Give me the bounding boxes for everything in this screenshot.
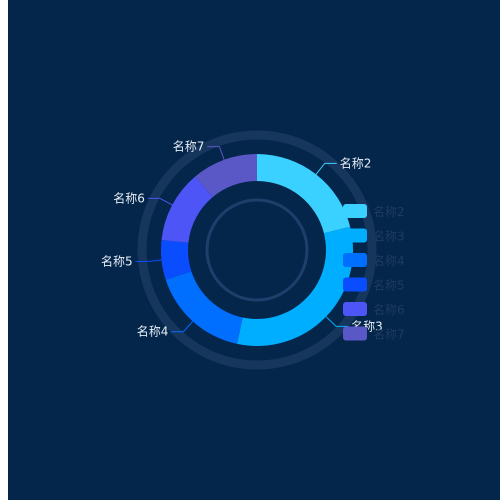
slice-label-4: 名称5: [101, 253, 133, 268]
donut-slice-2[interactable]: [237, 226, 353, 346]
legend-swatch-4[interactable]: [343, 277, 367, 292]
slice-label-6: 名称7: [173, 139, 205, 154]
label-leader-6: [207, 146, 225, 160]
label-leader-1: [315, 162, 337, 175]
donut-slice-3[interactable]: [165, 271, 243, 344]
label-leader-4: [135, 259, 162, 262]
label-leader-5: [147, 197, 173, 206]
legend-swatch-3[interactable]: [343, 253, 367, 267]
label-leader-3: [171, 321, 194, 333]
legend-label-2[interactable]: 名称3: [373, 229, 405, 244]
outer-ring: [137, 130, 377, 370]
legend-swatch-1[interactable]: [343, 204, 367, 218]
slice-label-3: 名称4: [137, 324, 169, 339]
donut-slice-1[interactable]: [257, 154, 351, 234]
chart-panel: [8, 0, 500, 500]
donut-slice-4[interactable]: [161, 239, 192, 280]
slice-label-1: 名称2: [340, 155, 372, 170]
donut-slices: [161, 154, 353, 346]
slice-label-5: 名称6: [113, 190, 145, 205]
legend: 名称2 名称3 名称4 名称5 名称6 名称7: [343, 204, 405, 342]
legend-label-1[interactable]: 名称2: [373, 204, 405, 219]
legend-label-6[interactable]: 名称7: [373, 327, 405, 342]
legend-label-3[interactable]: 名称4: [373, 253, 405, 268]
legend-swatch-6[interactable]: [343, 326, 367, 341]
legend-label-4[interactable]: 名称5: [373, 278, 405, 293]
donut-slice-6[interactable]: [195, 154, 257, 198]
donut-slice-5[interactable]: [161, 176, 213, 243]
legend-swatch-5[interactable]: [343, 302, 367, 316]
legend-label-5[interactable]: 名称6: [373, 302, 405, 317]
legend-swatch-2[interactable]: [343, 228, 367, 243]
inner-ring: [205, 198, 309, 302]
label-leader-2: [325, 316, 349, 327]
